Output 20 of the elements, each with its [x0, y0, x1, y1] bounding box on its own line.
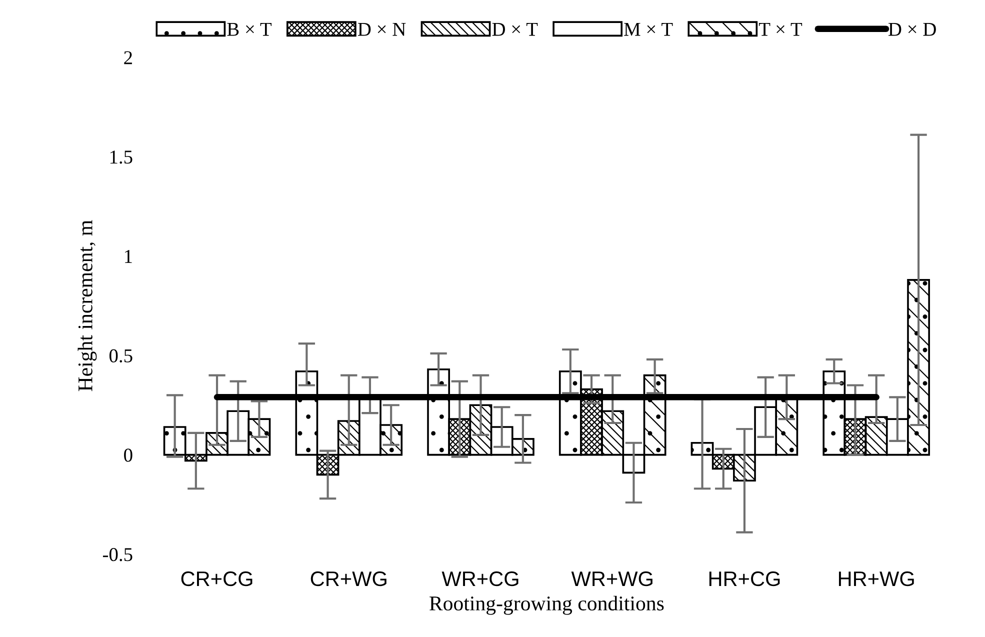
legend-label: T × T: [758, 22, 802, 36]
x-tick-label: CR+WG: [310, 571, 386, 586]
x-tick-label: WR+WG: [571, 571, 652, 586]
x-tick-label: WR+CG: [442, 571, 518, 586]
y-tick-label: 0: [124, 448, 132, 462]
x-tick-label: HR+WG: [838, 571, 914, 586]
x-axis-title: Rooting-growing conditions: [430, 596, 664, 615]
x-tick-label: HR+CG: [709, 571, 780, 586]
x-tick-label: CR+CG: [181, 571, 252, 586]
y-tick-label: 0.5: [109, 349, 132, 362]
legend-label: M × T: [624, 22, 673, 36]
legend-label: D × N: [358, 22, 406, 36]
y-axis-title: Height increment, m: [78, 220, 97, 392]
y-tick-label: 1: [125, 250, 132, 263]
y-tick-label: -0.5: [102, 548, 132, 562]
legend-label: B × T: [227, 22, 272, 36]
legend-label: D × T: [492, 22, 538, 36]
y-tick-label: 2: [124, 51, 132, 64]
legend-label: D × D: [888, 22, 936, 36]
y-tick-label: 1.5: [110, 150, 132, 164]
